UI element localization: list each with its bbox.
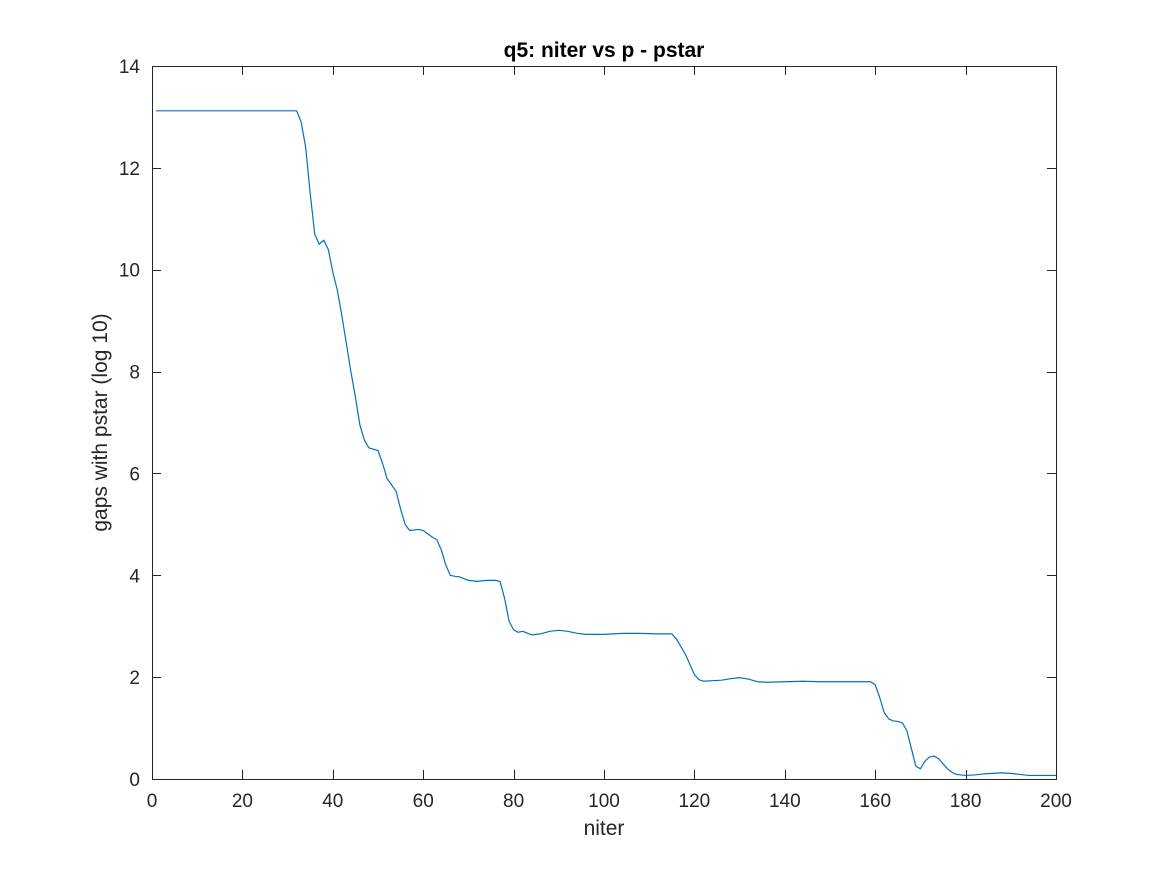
- x-tick-label: 80: [503, 791, 524, 812]
- y-tick-label: 12: [119, 159, 140, 180]
- series-line-gap: [155, 110, 1057, 777]
- y-tick-label: 4: [129, 566, 140, 587]
- x-tick-label: 140: [769, 791, 801, 812]
- series-layer: [155, 110, 1057, 777]
- x-tick-label: 0: [147, 791, 158, 812]
- y-tick-label: 2: [129, 668, 140, 689]
- x-tick-label: 20: [232, 791, 253, 812]
- x-tick-label: 200: [1040, 791, 1072, 812]
- x-axis-label: niter: [584, 817, 625, 840]
- x-tick-label: 180: [950, 791, 982, 812]
- ticks-layer: 0 20 40 60 80 100 120 140 160 180 200 0 2 4 6 8 10 12 14: [119, 57, 1072, 812]
- y-axis-label: gaps with pstar (log 10): [89, 313, 112, 531]
- x-tick-label: 40: [322, 791, 343, 812]
- y-tick-label: 6: [129, 464, 140, 485]
- y-tick-label: 14: [119, 57, 141, 78]
- x-tick-label: 120: [679, 791, 711, 812]
- y-tick-label: 10: [119, 261, 140, 282]
- y-tick-label: 0: [129, 770, 140, 791]
- chart-title: q5: niter vs p - pstar: [504, 39, 705, 62]
- y-tick-label: 8: [129, 363, 140, 384]
- x-tick-label: 100: [588, 791, 620, 812]
- x-tick-label: 160: [859, 791, 891, 812]
- x-tick-label: 60: [413, 791, 434, 812]
- plot-frame: [152, 66, 1057, 780]
